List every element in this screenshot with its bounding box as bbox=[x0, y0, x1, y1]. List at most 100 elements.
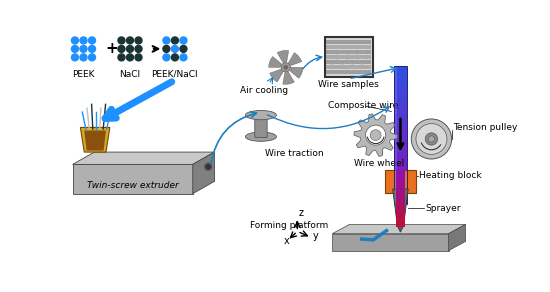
FancyBboxPatch shape bbox=[394, 132, 406, 136]
Circle shape bbox=[366, 125, 386, 145]
Circle shape bbox=[206, 165, 210, 169]
FancyBboxPatch shape bbox=[394, 128, 406, 133]
Text: x: x bbox=[283, 236, 289, 246]
Ellipse shape bbox=[245, 132, 277, 141]
FancyBboxPatch shape bbox=[394, 111, 406, 115]
Circle shape bbox=[163, 46, 170, 52]
FancyBboxPatch shape bbox=[394, 100, 406, 105]
Circle shape bbox=[89, 46, 96, 52]
Circle shape bbox=[180, 37, 187, 44]
Circle shape bbox=[370, 130, 381, 140]
Circle shape bbox=[163, 37, 170, 44]
Circle shape bbox=[205, 163, 212, 170]
Polygon shape bbox=[397, 226, 404, 232]
FancyBboxPatch shape bbox=[394, 125, 406, 129]
FancyBboxPatch shape bbox=[394, 97, 406, 101]
Circle shape bbox=[80, 37, 87, 44]
Circle shape bbox=[135, 37, 142, 44]
Polygon shape bbox=[393, 189, 408, 226]
FancyBboxPatch shape bbox=[396, 198, 405, 204]
Text: +: + bbox=[106, 41, 119, 56]
Circle shape bbox=[89, 37, 96, 44]
FancyBboxPatch shape bbox=[396, 170, 405, 176]
FancyBboxPatch shape bbox=[326, 45, 371, 48]
FancyBboxPatch shape bbox=[394, 87, 406, 91]
Circle shape bbox=[416, 124, 447, 154]
Circle shape bbox=[126, 46, 134, 52]
Circle shape bbox=[425, 133, 438, 145]
Text: Wire wheel: Wire wheel bbox=[354, 152, 404, 168]
Polygon shape bbox=[192, 152, 215, 194]
FancyBboxPatch shape bbox=[394, 145, 406, 150]
Circle shape bbox=[126, 37, 134, 44]
FancyBboxPatch shape bbox=[396, 187, 405, 193]
Polygon shape bbox=[80, 127, 110, 152]
FancyBboxPatch shape bbox=[255, 114, 267, 138]
Circle shape bbox=[118, 46, 125, 52]
FancyBboxPatch shape bbox=[394, 139, 406, 143]
FancyBboxPatch shape bbox=[396, 215, 405, 221]
FancyBboxPatch shape bbox=[394, 177, 406, 181]
FancyBboxPatch shape bbox=[396, 220, 405, 227]
FancyBboxPatch shape bbox=[394, 184, 406, 188]
Polygon shape bbox=[354, 114, 397, 157]
FancyBboxPatch shape bbox=[396, 209, 405, 215]
FancyBboxPatch shape bbox=[394, 73, 406, 77]
Text: Sprayer: Sprayer bbox=[425, 204, 461, 213]
Circle shape bbox=[428, 136, 434, 142]
FancyBboxPatch shape bbox=[394, 104, 406, 108]
Circle shape bbox=[72, 37, 79, 44]
Text: PEEK/NaCl: PEEK/NaCl bbox=[152, 70, 198, 79]
Circle shape bbox=[281, 63, 290, 72]
FancyBboxPatch shape bbox=[395, 67, 397, 203]
FancyBboxPatch shape bbox=[394, 149, 406, 153]
Circle shape bbox=[118, 54, 125, 61]
Circle shape bbox=[180, 54, 187, 61]
Circle shape bbox=[118, 37, 125, 44]
FancyBboxPatch shape bbox=[394, 173, 406, 178]
FancyBboxPatch shape bbox=[385, 170, 416, 193]
FancyBboxPatch shape bbox=[394, 93, 406, 98]
FancyBboxPatch shape bbox=[394, 187, 406, 191]
FancyBboxPatch shape bbox=[396, 181, 405, 187]
FancyBboxPatch shape bbox=[394, 114, 406, 119]
FancyBboxPatch shape bbox=[326, 40, 371, 44]
FancyBboxPatch shape bbox=[396, 175, 405, 182]
Polygon shape bbox=[290, 67, 303, 78]
Text: y: y bbox=[313, 231, 318, 241]
Polygon shape bbox=[448, 225, 465, 251]
Text: Forming platform: Forming platform bbox=[250, 221, 328, 230]
Text: Twin-screw extruder: Twin-screw extruder bbox=[86, 181, 178, 190]
FancyBboxPatch shape bbox=[326, 55, 371, 58]
Circle shape bbox=[163, 54, 170, 61]
FancyBboxPatch shape bbox=[396, 204, 405, 210]
FancyBboxPatch shape bbox=[394, 80, 406, 84]
Circle shape bbox=[89, 54, 96, 61]
FancyBboxPatch shape bbox=[394, 121, 406, 126]
Text: NaCl: NaCl bbox=[119, 70, 141, 79]
Polygon shape bbox=[73, 164, 192, 194]
FancyBboxPatch shape bbox=[394, 159, 406, 164]
FancyBboxPatch shape bbox=[394, 163, 406, 167]
Text: Wire samples: Wire samples bbox=[318, 80, 379, 89]
Polygon shape bbox=[332, 234, 448, 251]
Polygon shape bbox=[332, 225, 465, 234]
FancyBboxPatch shape bbox=[326, 60, 371, 64]
Circle shape bbox=[283, 65, 288, 70]
Circle shape bbox=[126, 54, 134, 61]
Text: Wire traction: Wire traction bbox=[265, 149, 323, 158]
Polygon shape bbox=[84, 131, 106, 151]
FancyBboxPatch shape bbox=[394, 76, 406, 81]
Circle shape bbox=[72, 54, 79, 61]
FancyBboxPatch shape bbox=[394, 135, 406, 139]
Polygon shape bbox=[283, 72, 294, 84]
FancyBboxPatch shape bbox=[394, 180, 406, 185]
FancyBboxPatch shape bbox=[394, 83, 406, 87]
Circle shape bbox=[172, 37, 178, 44]
Circle shape bbox=[172, 46, 178, 52]
FancyBboxPatch shape bbox=[394, 90, 406, 94]
Text: z: z bbox=[299, 208, 304, 218]
Text: Composite wire: Composite wire bbox=[328, 101, 399, 112]
FancyBboxPatch shape bbox=[394, 69, 406, 74]
FancyBboxPatch shape bbox=[394, 152, 406, 157]
